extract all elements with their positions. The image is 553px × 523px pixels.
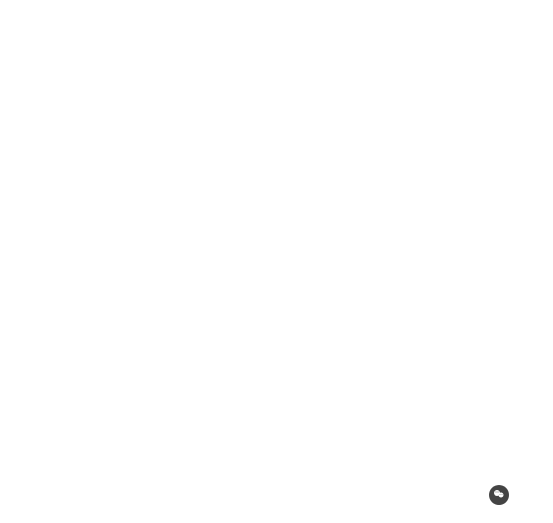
wechat-icon: [489, 485, 509, 505]
chart-svg: [0, 0, 553, 523]
watermark: [489, 485, 515, 505]
